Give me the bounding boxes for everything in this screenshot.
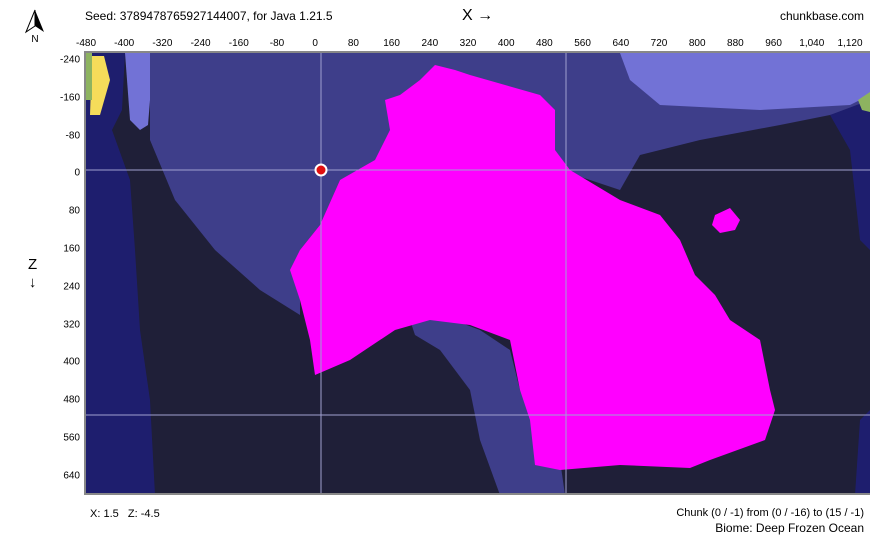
highlighted-region-small (712, 208, 740, 233)
frozen-ocean-region (620, 53, 870, 110)
x-tick-label: 880 (727, 38, 744, 49)
z-tick-label: -80 (65, 130, 80, 142)
x-tick-label: 640 (612, 38, 630, 49)
x-axis-label: X → (462, 7, 494, 24)
x-tick-label: 400 (497, 38, 515, 49)
compass-icon: N (22, 8, 48, 45)
z-tick-label: 160 (63, 243, 80, 255)
x-tick-label: -80 (269, 38, 285, 49)
plains-region (86, 53, 92, 100)
frozen-ocean-region-left (125, 53, 150, 130)
x-tick-label: 240 (421, 38, 439, 49)
z-tick-label: 400 (63, 356, 80, 368)
ocean-region-bottom (410, 315, 565, 495)
x-tick-label: -400 (114, 38, 135, 49)
x-tick-label: -320 (152, 38, 173, 49)
map-canvas[interactable] (86, 53, 870, 495)
x-tick-label: 320 (459, 38, 477, 49)
plains-region-right (858, 92, 870, 112)
biome-map[interactable] (84, 51, 870, 495)
x-tick-label: -160 (228, 38, 249, 49)
x-tick-label: 160 (383, 38, 400, 49)
ocean-region (150, 53, 870, 315)
z-axis-label: Z ↓ (28, 256, 37, 292)
z-tick-label: 0 (74, 167, 80, 179)
cursor-coordinates: X: 1.5 Z: -4.5 (90, 508, 160, 520)
z-tick-label: 640 (63, 470, 80, 482)
deep-ocean-region (86, 53, 155, 495)
deep-ocean-region-right (830, 100, 870, 250)
z-tick-label: -240 (59, 54, 80, 66)
beach-region (90, 56, 110, 115)
compass-label: N (31, 34, 38, 44)
z-tick-label: -160 (59, 92, 80, 104)
z-tick-label: 320 (63, 319, 80, 331)
z-tick-label: 480 (63, 394, 80, 406)
deep-ocean-region-br (855, 410, 870, 495)
z-axis-text: Z (28, 256, 38, 273)
x-tick-label: 1,040 (799, 38, 825, 49)
z-tick-label: 80 (68, 205, 80, 217)
chunk-info: Chunk (0 / -1) from (0 / -16) to (15 / -… (676, 507, 864, 519)
x-tick-label: -480 (75, 38, 97, 49)
z-arrow: ↓ (28, 274, 37, 291)
x-tick-label: 480 (536, 38, 553, 49)
x-tick-label: 80 (347, 38, 359, 49)
z-tick-label: 560 (63, 432, 80, 444)
x-tick-label: -240 (190, 38, 211, 49)
position-marker[interactable] (314, 163, 328, 177)
x-tick-label: 560 (574, 38, 591, 49)
x-tick-label: 800 (688, 38, 706, 49)
site-link[interactable]: chunkbase.com (779, 9, 864, 23)
highlighted-region (290, 65, 775, 470)
x-tick-label: 720 (650, 38, 668, 49)
x-tick-label: 960 (765, 38, 782, 49)
x-tick-label: 0 (312, 38, 318, 49)
x-tick-label: 1,120 (837, 38, 863, 49)
z-tick-label: 240 (63, 281, 80, 293)
biome-info: Biome: Deep Frozen Ocean (715, 521, 864, 535)
seed-label: Seed: 3789478765927144007, for Java 1.21… (85, 9, 333, 23)
